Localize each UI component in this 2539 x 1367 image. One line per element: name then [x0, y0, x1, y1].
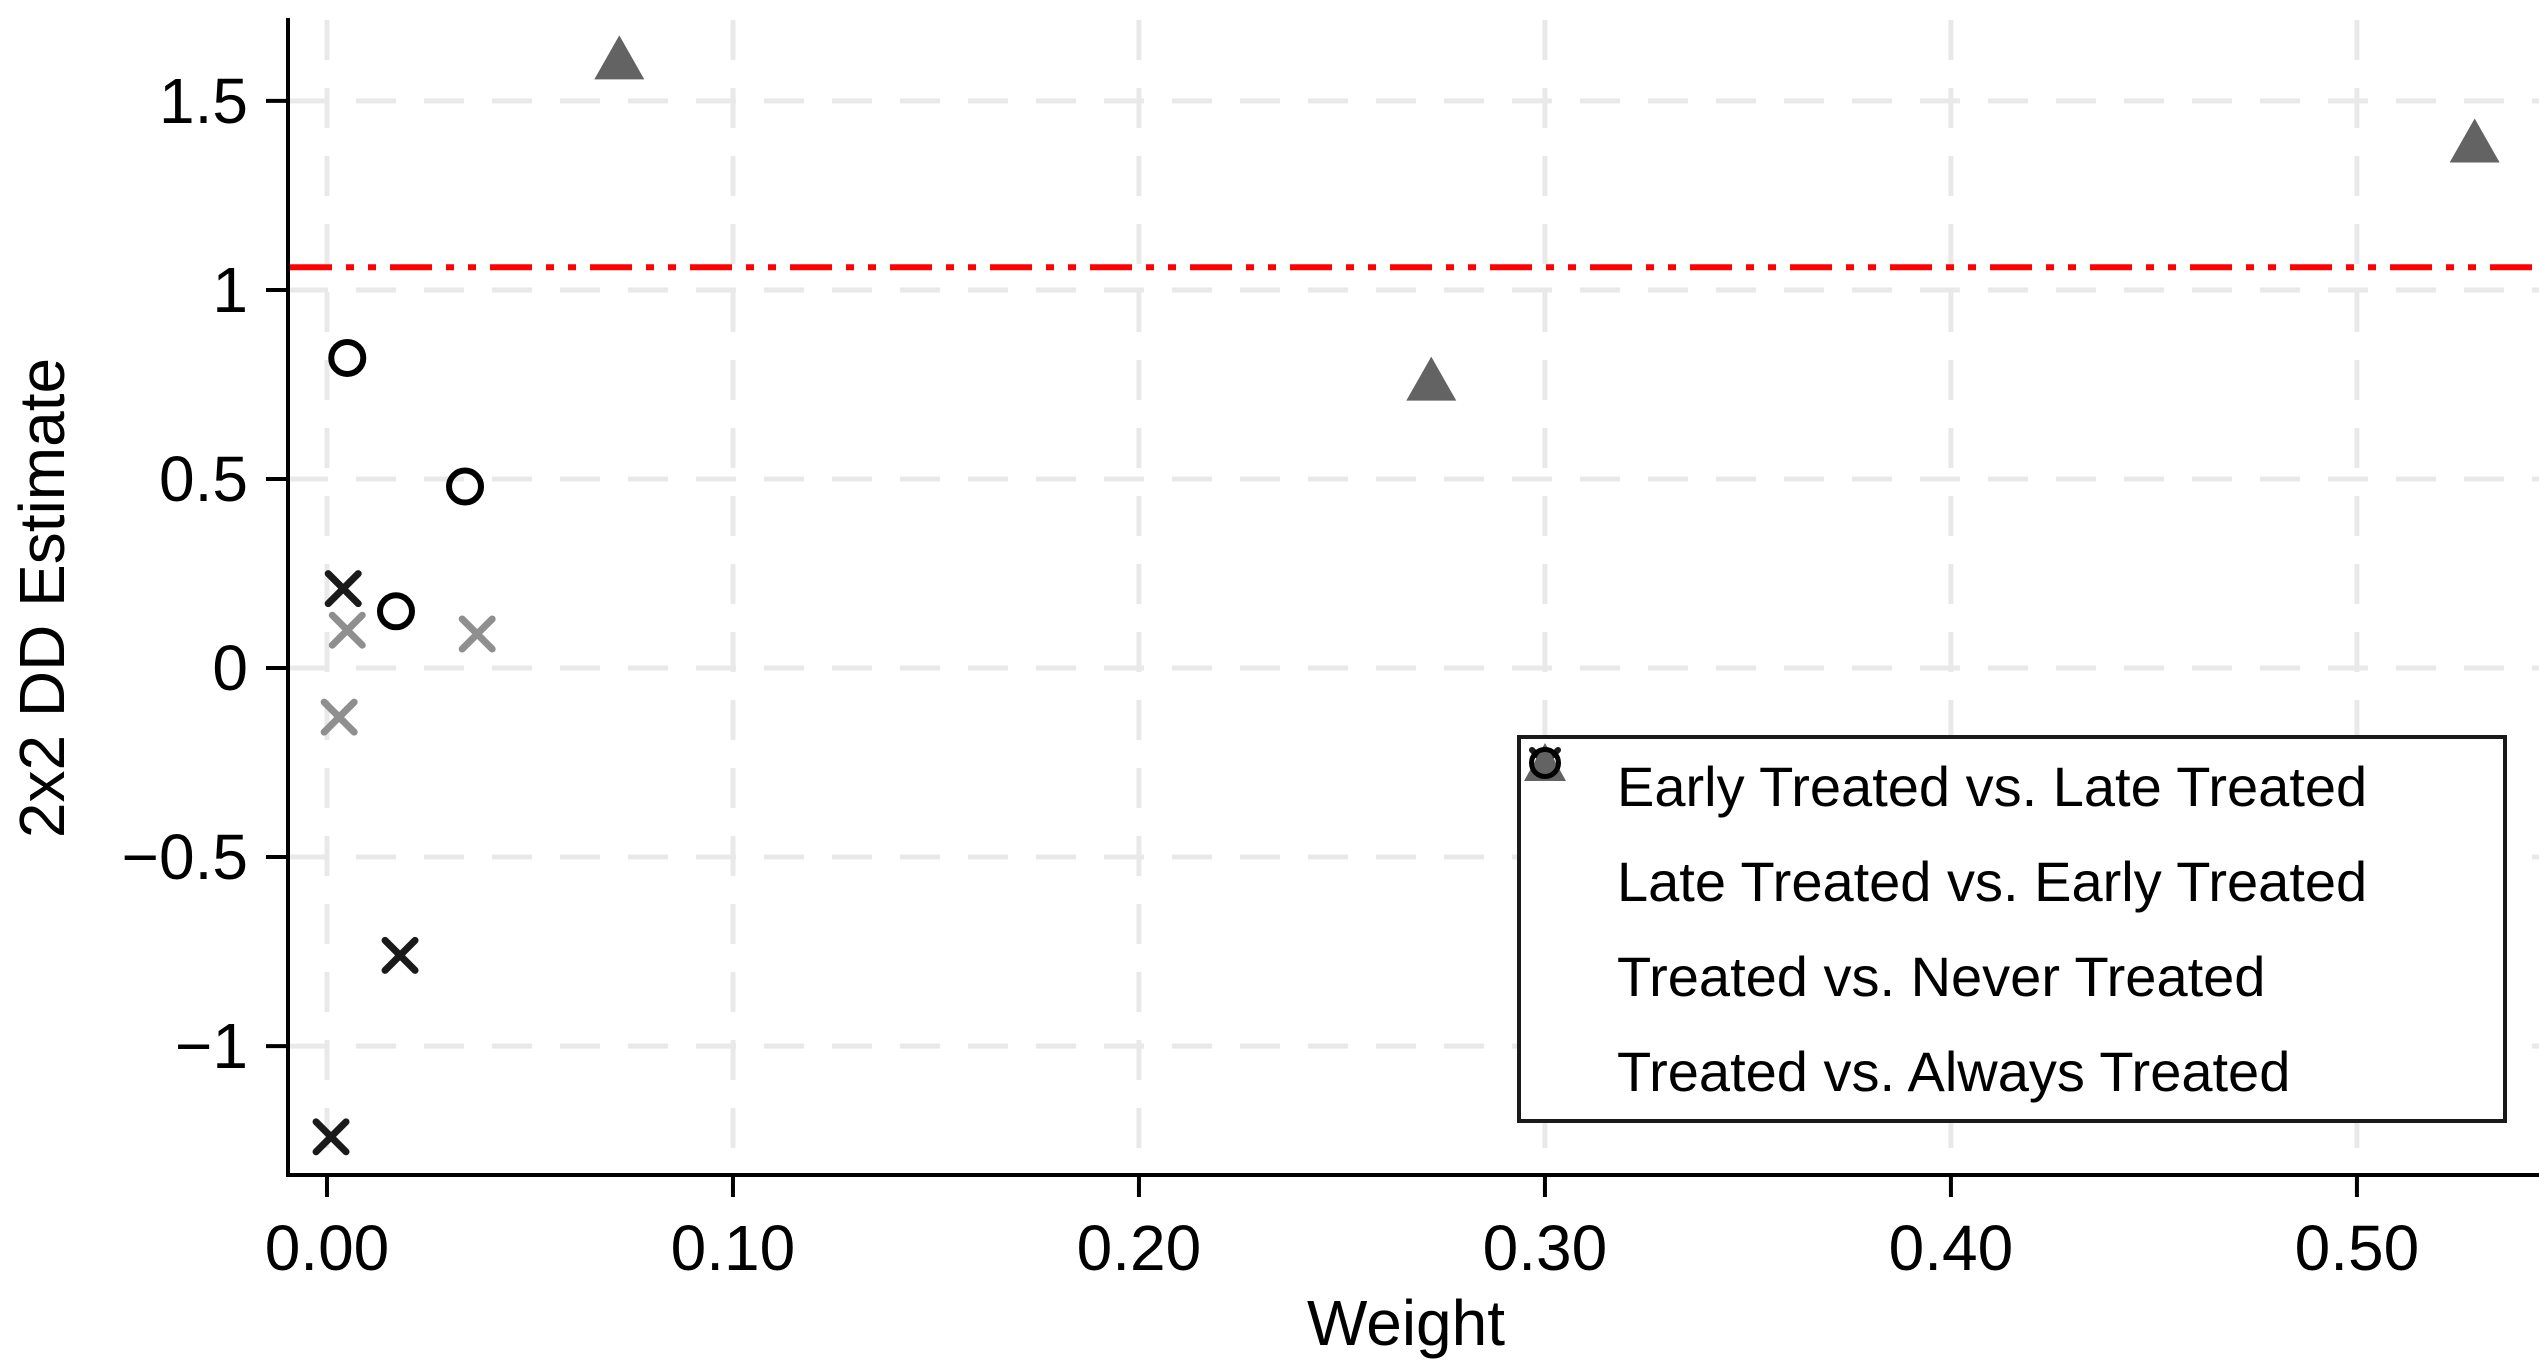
x-marker-icon — [324, 570, 362, 608]
y-tick-label: −0.5 — [122, 821, 248, 893]
y-tick-label: 1 — [212, 254, 248, 326]
legend-item: Late Treated vs. Early Treated — [1521, 747, 2503, 929]
x-marker-icon — [312, 1118, 350, 1156]
markers-layer — [312, 35, 2500, 1156]
x-tick-label: 0.20 — [1077, 1212, 1202, 1284]
triangle-marker-icon — [1524, 743, 1591, 1001]
x-tick-label: 0.40 — [1889, 1212, 2014, 1284]
circle-marker-icon — [328, 338, 367, 377]
legend-item: Treated vs. Never Treated — [1521, 743, 2503, 1024]
circle-marker-icon — [376, 592, 415, 631]
triangle-marker-icon — [594, 35, 645, 80]
x-tick-label: 0.30 — [1483, 1212, 1608, 1284]
y-tick-label: 1.5 — [159, 65, 248, 137]
x-tick-label: 0.10 — [671, 1212, 796, 1284]
x-marker-icon — [328, 611, 366, 649]
legend-label: Treated vs. Always Treated — [1617, 1040, 2291, 1103]
x-marker-icon — [1529, 747, 1591, 906]
legend-item: Treated vs. Always Treated — [1521, 747, 2503, 1119]
legend-box: Early Treated vs. Late Treated Late Treat… — [1517, 735, 2507, 1123]
circle-marker-icon — [1529, 747, 1591, 1096]
y-tick-label: 0.5 — [159, 443, 248, 515]
triangle-marker-icon — [1406, 356, 1457, 401]
x-axis-title: Weight — [1307, 1287, 1505, 1359]
axes-layer: 0.00 0.10 0.20 0.30 0.40 0.501.510.50−0.5−1 — [122, 18, 2539, 1284]
x-marker-icon — [320, 698, 358, 736]
legend-item: Early Treated vs. Late Treated — [1521, 739, 2503, 834]
y-tick-label: 0 — [212, 632, 248, 704]
legend-label: Early Treated vs. Late Treated — [1617, 755, 2368, 818]
x-tick-label: 0.50 — [2295, 1212, 2420, 1284]
legend-label: Treated vs. Never Treated — [1617, 945, 2266, 1008]
y-tick-label: −1 — [175, 1010, 248, 1082]
x-marker-icon — [381, 936, 419, 974]
triangle-marker-icon — [2449, 118, 2500, 163]
x-tick-label: 0.00 — [265, 1212, 390, 1284]
y-axis-title: 2x2 DD Estimate — [6, 358, 78, 838]
legend-label: Late Treated vs. Early Treated — [1617, 850, 2368, 913]
circle-marker-icon — [446, 467, 485, 506]
x-marker-icon — [458, 615, 496, 653]
